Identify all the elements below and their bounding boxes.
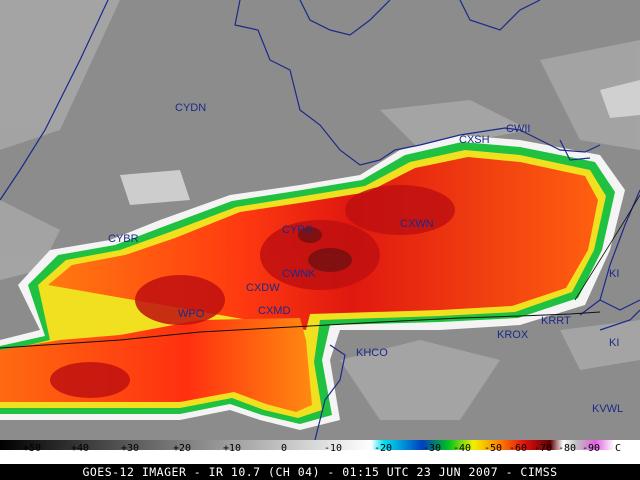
- coastlines: [0, 0, 640, 440]
- scale-label: +40: [70, 443, 90, 454]
- image-caption: GOES-12 IMAGER - IR 10.7 (CH 04) - 01:15…: [0, 464, 640, 480]
- scale-label: -80: [557, 443, 577, 454]
- coldest-tops: [298, 227, 352, 272]
- temperature-color-scale: +50 +40 +30 +20 +10 0 -10 -20 -30 -40 -5…: [0, 440, 640, 464]
- state-border: [574, 194, 640, 301]
- scale-label: 0: [280, 443, 288, 454]
- scale-label: C: [614, 443, 622, 454]
- station-label: CYPG: [282, 224, 313, 236]
- station-label: KRRT: [541, 315, 571, 327]
- station-label: KI: [609, 337, 619, 349]
- station-label: WPO: [178, 308, 205, 320]
- station-label: KROX: [497, 329, 529, 341]
- scale-label: -60: [508, 443, 528, 454]
- scale-label: -90: [581, 443, 601, 454]
- station-labels: CYDN CWII CXSH CYBR CYPG CXWN CWNK CXDW …: [108, 102, 623, 415]
- station-label: CYBR: [108, 233, 139, 245]
- station-label: KVWL: [592, 403, 623, 415]
- scale-label: -40: [452, 443, 472, 454]
- international-border: [0, 311, 601, 349]
- satellite-map: CYDN CWII CXSH CYBR CYPG CXWN CWNK CXDW …: [0, 0, 640, 440]
- station-label: CXSH: [459, 134, 490, 146]
- color-scale-ramp: [0, 440, 640, 450]
- scale-label: +30: [120, 443, 140, 454]
- station-label: CXMD: [258, 305, 290, 317]
- scale-label: -20: [373, 443, 393, 454]
- scale-label: +20: [172, 443, 192, 454]
- scale-label: -50: [483, 443, 503, 454]
- station-label: CXWN: [400, 218, 434, 230]
- station-label: CXDW: [246, 282, 280, 294]
- station-label: KI: [609, 268, 619, 280]
- scale-label: +10: [222, 443, 242, 454]
- station-label: KHCO: [356, 347, 388, 359]
- station-label: CWII: [506, 123, 530, 135]
- scale-label: +50: [22, 443, 42, 454]
- station-label: CWNK: [282, 268, 316, 280]
- scale-label: -10: [323, 443, 343, 454]
- scale-label: -70: [533, 443, 553, 454]
- station-label: CYDN: [175, 102, 206, 114]
- scale-label: -30: [422, 443, 442, 454]
